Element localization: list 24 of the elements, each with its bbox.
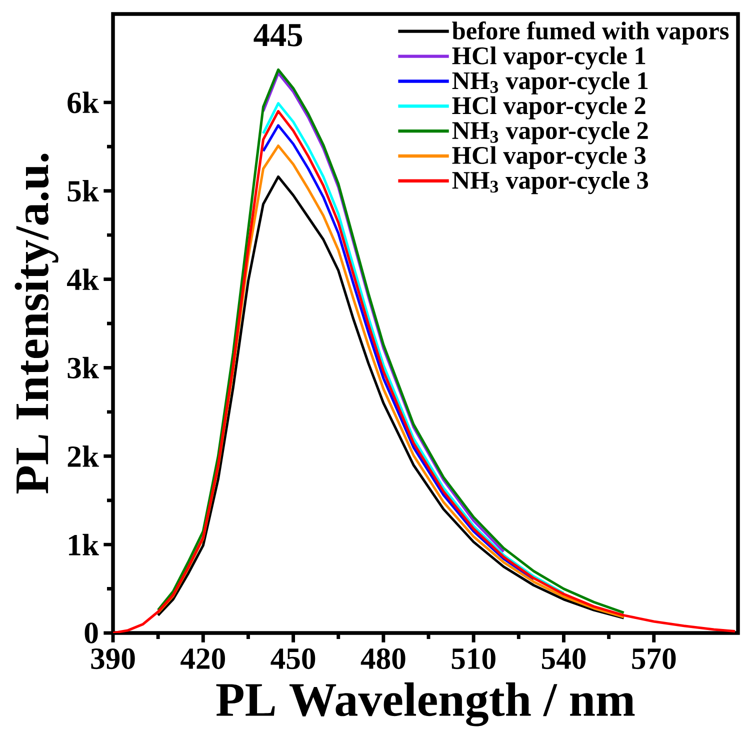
y-tick-label: 3k [68, 356, 99, 378]
y-tick-label: 0 [84, 622, 98, 644]
legend-label: HCl vapor-cycle 2 [452, 96, 646, 120]
y-tick-label: 5k [68, 180, 99, 202]
x-tick-label: 480 [360, 648, 406, 670]
x-tick-label: 450 [270, 648, 316, 670]
x-tick-label: 570 [632, 648, 676, 670]
y-tick-label: 2k [68, 445, 99, 467]
annotation: 445 [254, 24, 302, 46]
legend-label: HCl vapor-cycle 1 [452, 46, 646, 70]
x-tick-label: 510 [452, 648, 496, 670]
legend-label: NH$_{3}$ vapor-cycle 3 [452, 171, 648, 194]
x-tick-label: 540 [542, 648, 586, 670]
x-axis-title: PL Wavelength / nm [216, 682, 635, 726]
y-tick-label: 1k [69, 534, 99, 556]
y-tick-label: 6k [68, 92, 99, 114]
legend-label: before fumed with vapors [452, 21, 729, 45]
y-axis-title: PL Intensity/a.u. [14, 154, 58, 494]
y-tick-label: 4k [66, 268, 99, 290]
legend-label: HCl vapor-cycle 3 [452, 146, 646, 170]
legend-label: NH$_{3}$ vapor-cycle 2 [452, 121, 648, 144]
legend-label: NH$_{3}$ vapor-cycle 1 [452, 71, 648, 94]
x-tick-label: 420 [180, 648, 225, 670]
x-tick-label: 390 [91, 648, 135, 670]
